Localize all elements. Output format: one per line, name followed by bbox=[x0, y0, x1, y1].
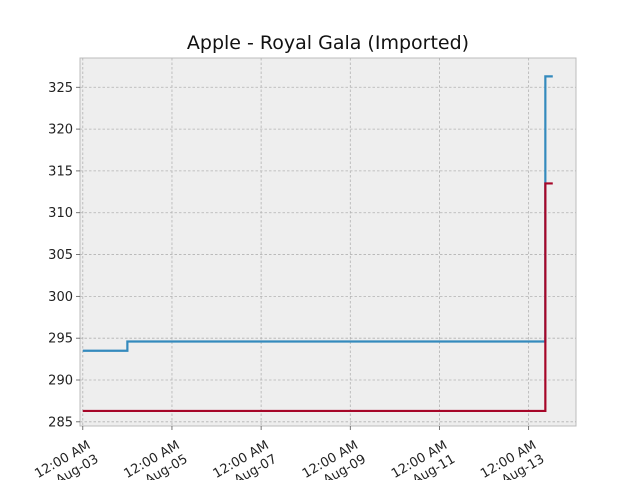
chart-title: Apple - Royal Gala (Imported) bbox=[187, 32, 469, 54]
y-tick-label: 320 bbox=[48, 123, 73, 138]
series-line-1 bbox=[82, 75, 553, 352]
y-tick-label: 285 bbox=[48, 415, 73, 430]
y-tick-label: 315 bbox=[48, 164, 73, 179]
series-layer bbox=[82, 75, 553, 413]
grid bbox=[80, 58, 576, 426]
y-tick-label: 295 bbox=[48, 332, 73, 347]
y-axis: 285 290 295 300 305 310 315 320 325 bbox=[48, 81, 80, 430]
plot-area bbox=[79, 57, 577, 427]
y-tick-label: 325 bbox=[48, 81, 73, 96]
y-tick-label: 310 bbox=[48, 206, 73, 221]
y-tick-label: 290 bbox=[48, 374, 73, 389]
y-tick-label: 300 bbox=[48, 290, 73, 305]
y-tick-label: 305 bbox=[48, 248, 73, 263]
series-line-2 bbox=[82, 182, 553, 413]
